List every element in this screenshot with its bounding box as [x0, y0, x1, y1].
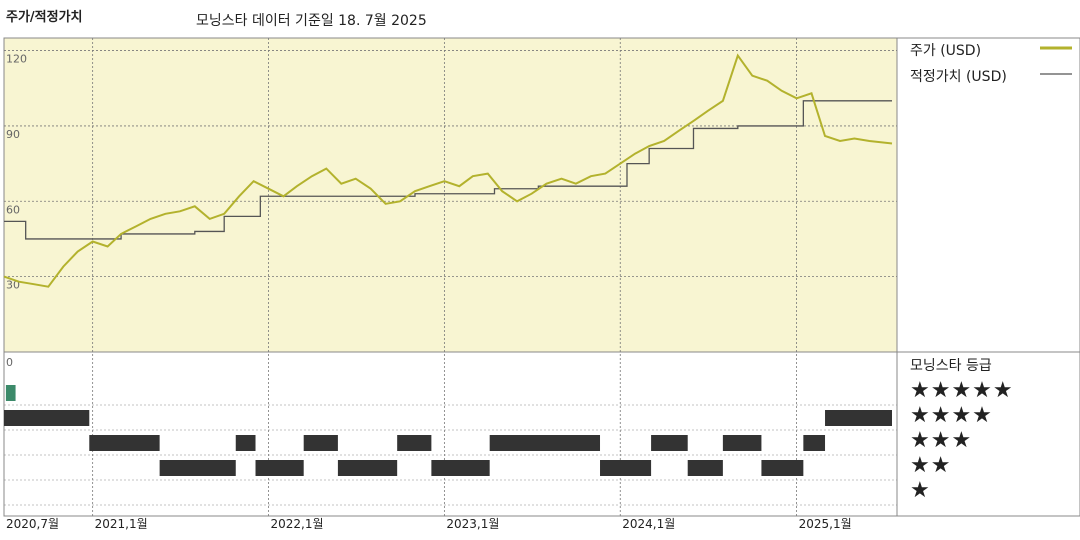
four-star-row: ★★★★	[910, 403, 993, 428]
x-tick-label: 2022,1월	[271, 517, 324, 531]
price-legend-label: 주가 (USD)	[910, 43, 982, 59]
rating-period-bar	[722, 435, 762, 451]
star-rating-bars	[4, 385, 892, 476]
rating-period-bar	[489, 435, 601, 451]
x-tick-label: 2021,1월	[95, 517, 148, 531]
rating-period-bar	[5, 385, 16, 401]
chart-title: 주가/적정가치	[6, 10, 83, 25]
fair-value-legend-label: 적정가치 (USD)	[910, 69, 1007, 85]
two-star-row: ★★	[910, 453, 952, 478]
rating-period-bar	[825, 410, 892, 426]
rating-period-bar	[761, 460, 804, 476]
rating-period-bar	[431, 460, 490, 476]
rating-period-bar	[651, 435, 688, 451]
x-tick-label: 2023,1월	[446, 517, 499, 531]
rating-period-bar	[303, 435, 338, 451]
x-tick-label: 2020,7월	[6, 517, 59, 531]
x-tick-label: 2025,1월	[799, 517, 852, 531]
rating-period-bar	[159, 460, 236, 476]
price-line	[3, 53, 893, 288]
rating-period-bar	[255, 460, 304, 476]
rating-period-bar	[337, 460, 398, 476]
rating-period-bar	[600, 460, 652, 476]
five-star-row: ★★★★★	[910, 378, 1014, 403]
one-star-row: ★	[910, 478, 931, 503]
rating-period-bar	[803, 435, 826, 451]
data-date-subtitle: 모닝스타 데이터 기준일 18. 7월 2025	[196, 13, 427, 29]
rating-period-bar	[89, 435, 160, 451]
fair-value-line	[4, 100, 892, 240]
rating-period-bar	[687, 460, 723, 476]
x-tick-labels: 2020,7월 2021,1월 2022,1월 2023,1월 2024,1월 2025,…	[6, 517, 852, 531]
three-star-row: ★★★	[910, 428, 973, 453]
y-tick-label: 90	[6, 128, 20, 141]
upper-plot-background	[4, 38, 897, 352]
x-tick-label: 2024,1월	[622, 517, 675, 531]
y-tick-label: 0	[6, 356, 13, 369]
y-tick-label: 60	[6, 203, 20, 216]
y-tick-label: 120	[6, 53, 27, 66]
rating-period-bar	[397, 435, 432, 451]
rating-period-bar	[4, 410, 90, 426]
rating-header: 모닝스타 등급	[910, 358, 992, 374]
rating-period-bar	[235, 435, 256, 451]
